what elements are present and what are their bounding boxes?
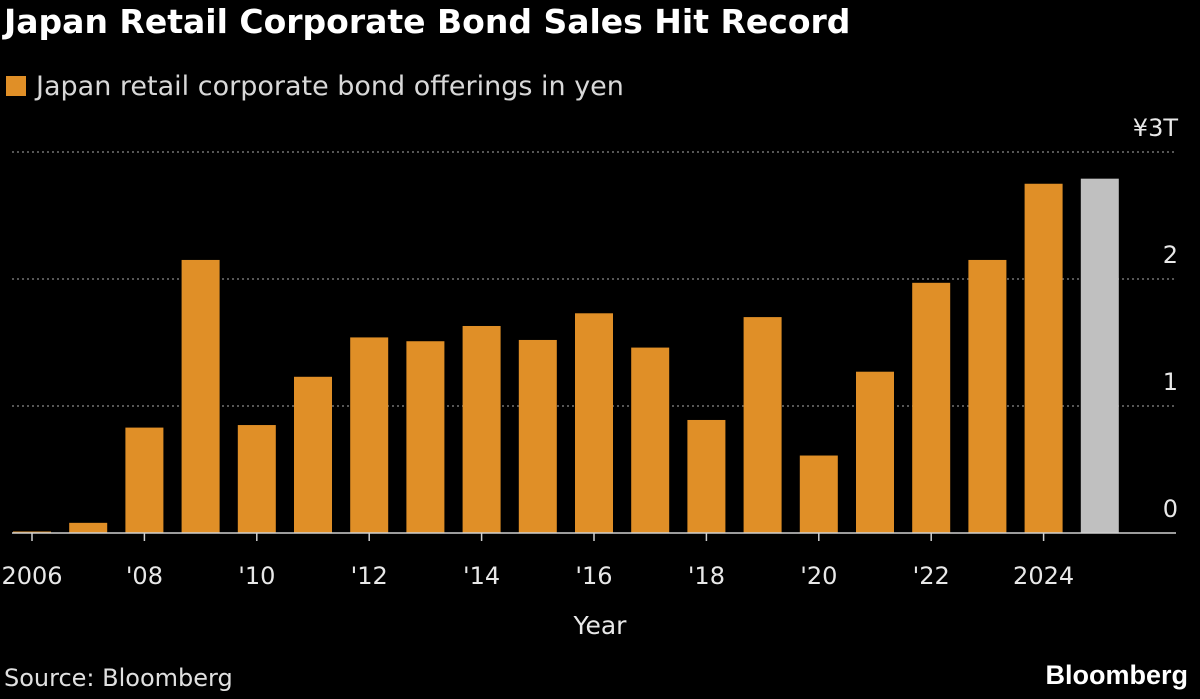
bar-2020 (799, 455, 838, 533)
bar-2012 (350, 337, 389, 533)
x-axis (12, 532, 1176, 541)
bar-2019 (743, 317, 782, 533)
chart-title: Japan Retail Corporate Bond Sales Hit Re… (4, 2, 851, 41)
bar-2007 (69, 522, 108, 533)
y-tick-label: 2 (1163, 241, 1178, 269)
bar-2009 (181, 259, 220, 533)
legend: Japan retail corporate bond offerings in… (6, 70, 624, 102)
bar-2018 (687, 419, 726, 533)
bar-2014 (462, 325, 501, 533)
bar-2010 (237, 425, 276, 533)
x-tick-label: '18 (688, 562, 725, 590)
legend-swatch (6, 76, 26, 96)
x-tick-label: '16 (575, 562, 612, 590)
y-tick-label: 1 (1163, 368, 1178, 396)
x-tick-label: 2006 (1, 562, 62, 590)
bar-2024 (1024, 183, 1063, 533)
axis-labels: 0 1 2 ¥3T 2006 '08 '10 '12 '14 '16 '18 '20 '22 2024 Ye… (1, 114, 1178, 640)
source-note: Source: Bloomberg (4, 664, 233, 692)
x-tick-label: '08 (126, 562, 163, 590)
legend-label: Japan retail corporate bond offerings in… (36, 70, 624, 102)
bars (13, 178, 1119, 534)
x-axis-title: Year (573, 611, 628, 640)
bar-2016 (575, 313, 613, 533)
y-tick-label: ¥3T (1133, 114, 1179, 142)
bar-2025 (1080, 178, 1119, 534)
bar-2013 (406, 341, 445, 533)
x-tick-label: '14 (463, 562, 500, 590)
bar-2011 (294, 376, 332, 533)
x-tick-label: '22 (913, 562, 950, 590)
bar-2022 (912, 282, 951, 533)
bar-2021 (856, 371, 894, 533)
x-tick-label: '20 (800, 562, 837, 590)
x-tick-label: '10 (238, 562, 275, 590)
bar-2015 (518, 339, 557, 533)
bloomberg-logo: Bloomberg (1045, 660, 1188, 690)
x-tick-label: 2024 (1013, 562, 1074, 590)
bar-2008 (125, 427, 164, 533)
bar-2017 (631, 347, 670, 533)
y-tick-label: 0 (1163, 495, 1178, 523)
bar-2023 (968, 259, 1007, 533)
x-tick-label: '12 (351, 562, 388, 590)
